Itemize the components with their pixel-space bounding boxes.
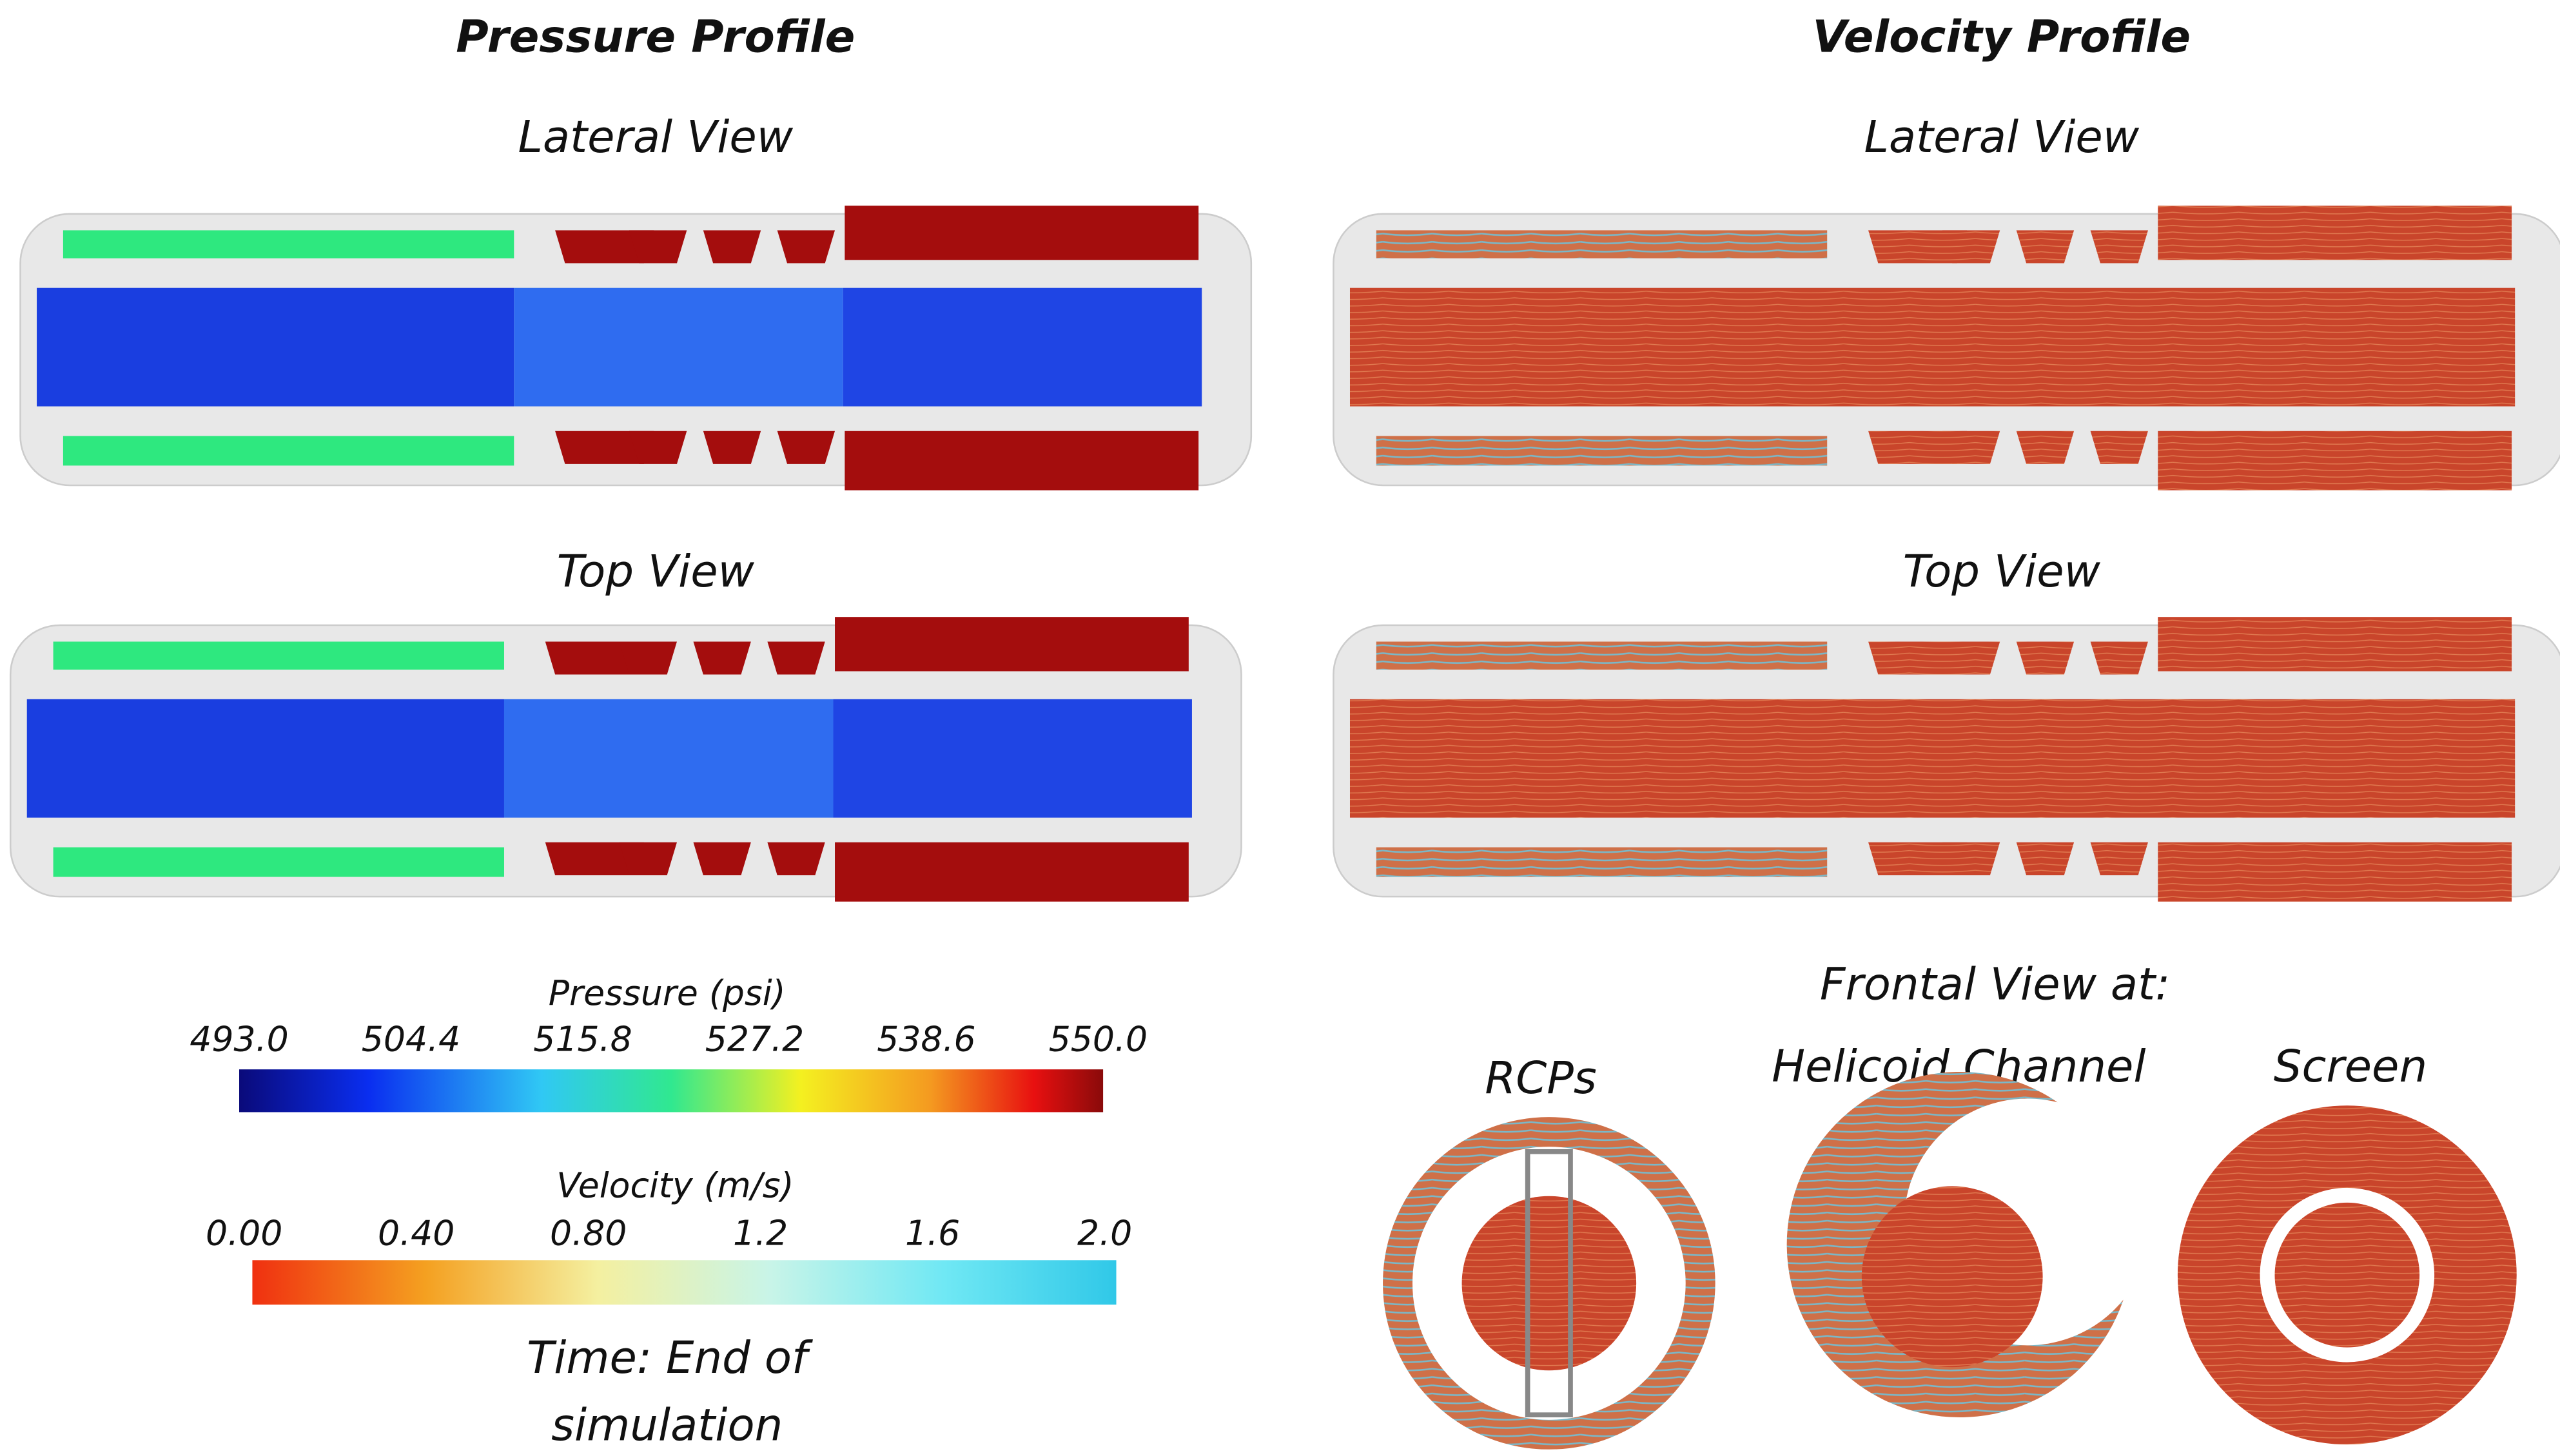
helicoid-segment <box>767 641 825 675</box>
colorbar-tick-label: 515.8 <box>533 1018 632 1059</box>
helicoid-segment <box>1942 641 2000 675</box>
velocity-colorbar <box>252 1260 1117 1305</box>
helicoid-segment <box>545 641 644 675</box>
pressure-colorbar <box>239 1069 1104 1112</box>
colorbar-tick-label: 0.00 <box>206 1213 282 1254</box>
helicoid-segment <box>2016 431 2075 464</box>
annulus <box>53 847 504 877</box>
core <box>26 699 504 818</box>
core <box>843 287 1202 407</box>
legend-title: Pressure (psi) <box>549 973 786 1013</box>
colorbar-tick-label: 538.6 <box>877 1018 975 1059</box>
annulus <box>63 436 514 466</box>
helicoid-segment <box>619 641 677 675</box>
screen-block <box>845 206 1199 260</box>
helicoid-segment <box>1942 230 2000 264</box>
frontal-title: Frontal View at: <box>1820 959 2170 1011</box>
right-title: Velocity Profile <box>1812 11 2191 63</box>
helicoid-segment <box>1868 431 1968 464</box>
screen-block <box>835 842 1189 902</box>
helicoid-segment <box>777 431 835 464</box>
colorbar-tick-label: 0.80 <box>550 1213 627 1254</box>
screen-block <box>835 617 1189 672</box>
rcp-ring <box>1383 1117 1715 1450</box>
screen-core <box>2274 1202 2420 1348</box>
helicoid-segment <box>629 230 687 264</box>
screen-block <box>2158 431 2512 490</box>
core <box>514 287 843 407</box>
colorbar-tick-label: 1.2 <box>733 1213 788 1254</box>
colorbar-tick-label: 1.6 <box>905 1213 960 1254</box>
rcp-frame <box>1525 1149 1573 1418</box>
view-label: Lateral View <box>518 112 793 163</box>
colorbar-tick-label: 527.2 <box>705 1018 804 1059</box>
helicoid-segment <box>1868 230 1968 264</box>
screen-block <box>2158 617 2512 672</box>
helicoid <box>1786 1071 2124 1418</box>
screen-block <box>2158 206 2512 260</box>
frontal-views <box>1383 1071 2517 1450</box>
time-label: simulation <box>551 1400 783 1451</box>
helicoid-core <box>1861 1186 2043 1368</box>
helicoid-segment <box>555 230 654 264</box>
screen-block <box>2158 842 2512 902</box>
helicoid-segment <box>629 431 687 464</box>
time-label: Time: End of <box>527 1332 813 1384</box>
helicoid-segment <box>555 431 654 464</box>
helicoid-segment <box>1942 842 2000 875</box>
annulus <box>53 641 504 670</box>
helicoid-segment <box>1942 431 2000 464</box>
view-label: Lateral View <box>1864 112 2139 163</box>
screen-ring <box>2177 1105 2517 1445</box>
core <box>1349 699 2516 818</box>
rcp-core <box>1461 1196 1637 1371</box>
helicoid-segment <box>703 431 761 464</box>
annulus <box>63 230 514 258</box>
core <box>503 699 834 818</box>
colorbar-tick-label: 550.0 <box>1049 1018 1148 1059</box>
legend-title: Velocity (m/s) <box>556 1165 794 1206</box>
helicoid-segment <box>767 842 825 875</box>
helicoid-segment <box>2090 842 2148 875</box>
view-label: Top View <box>557 546 755 597</box>
helicoid-segment <box>2016 842 2075 875</box>
core <box>833 699 1192 818</box>
helicoid-segment <box>2090 431 2148 464</box>
helicoid-segment <box>2016 641 2075 675</box>
helicoid-segment <box>777 230 835 264</box>
colorbar-tick-label: 0.40 <box>378 1213 454 1254</box>
helicoid-segment <box>2090 641 2148 675</box>
helicoid-segment <box>2090 230 2148 264</box>
helicoid-segment <box>545 842 644 875</box>
annulus <box>1376 847 1828 877</box>
colorbar-tick-label: 504.4 <box>362 1018 460 1059</box>
helicoid-segment <box>693 641 751 675</box>
core <box>37 287 514 407</box>
left-title: Pressure Profile <box>456 11 855 63</box>
helicoid-segment <box>619 842 677 875</box>
core <box>1349 287 2516 407</box>
helicoid-segment <box>1868 842 1968 875</box>
helicoid-segment <box>2016 230 2075 264</box>
helicoid-segment <box>1868 641 1968 675</box>
colorbar-tick-label: 2.0 <box>1077 1213 1132 1254</box>
helicoid-segment <box>693 842 751 875</box>
annulus <box>1376 641 1828 670</box>
frontal-label: Screen <box>2274 1041 2427 1092</box>
colorbar-tick-label: 493.0 <box>190 1018 288 1059</box>
helicoid-segment <box>703 230 761 264</box>
frontal-label: RCPs <box>1485 1053 1596 1104</box>
screen-block <box>845 431 1199 490</box>
view-label: Top View <box>1903 546 2101 597</box>
annulus <box>1376 230 1828 258</box>
annulus <box>1376 436 1828 466</box>
